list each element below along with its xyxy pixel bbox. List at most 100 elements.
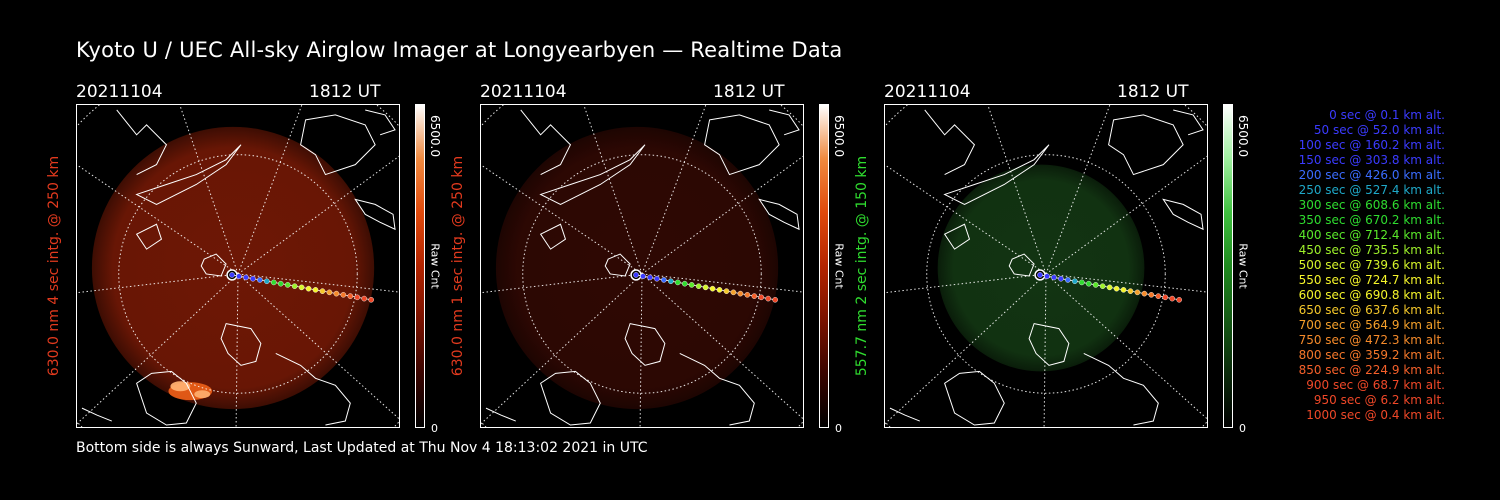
legend-entry: 800 sec @ 359.2 km alt.: [1298, 348, 1445, 362]
trajectory-point: [1065, 277, 1071, 283]
legend-entry: 500 sec @ 739.6 km alt.: [1298, 258, 1445, 272]
panel-map-frame: [480, 104, 804, 428]
trajectory-point: [1051, 274, 1057, 281]
legend-entry: 700 sec @ 564.9 km alt.: [1298, 318, 1445, 332]
trajectory-point: [270, 279, 277, 286]
trajectory-point: [695, 283, 702, 289]
trajectory-point: [654, 275, 660, 282]
trajectory-point: [257, 277, 263, 283]
trajectory-point: [354, 294, 361, 301]
trajectory-point: [1127, 288, 1134, 294]
legend-entry: 550 sec @ 724.7 km alt.: [1298, 273, 1445, 287]
trajectory-point: [716, 287, 723, 293]
trajectory-point: [1044, 273, 1050, 280]
trajectory-point: [1113, 285, 1120, 292]
panel-wavelength-label: 630.0 nm 1 sec intg. @ 250 km: [450, 155, 466, 377]
trajectory-point: [250, 275, 256, 282]
trajectory-point: [1078, 279, 1085, 286]
trajectory-point: [361, 295, 367, 302]
trajectory-point: [291, 283, 298, 289]
panel-time: 1812 UT: [1117, 82, 1189, 102]
trajectory-point: [737, 290, 744, 297]
trajectory-point: [674, 279, 681, 286]
trajectory-point: [1134, 289, 1141, 296]
trajectory-point: [243, 274, 249, 281]
colorbar-max-label: 6500.0: [1236, 115, 1250, 157]
legend-entry: 650 sec @ 637.6 km alt.: [1298, 303, 1445, 317]
allsky-map: [481, 105, 803, 427]
trajectory-point: [236, 273, 242, 280]
trajectory-point: [723, 288, 730, 294]
legend-entry: 300 sec @ 608.6 km alt.: [1298, 198, 1445, 212]
allsky-image: [91, 126, 375, 410]
page-title: Kyoto U / UEC All-sky Airglow Imager at …: [76, 38, 843, 62]
allsky-map: [885, 105, 1207, 427]
panel-map-frame: [884, 104, 1208, 428]
trajectory-point: [1162, 294, 1169, 301]
legend-entry: 0 sec @ 0.1 km alt.: [1329, 108, 1445, 122]
trajectory-point: [661, 277, 667, 283]
legend-entry: 600 sec @ 690.8 km alt.: [1298, 288, 1445, 302]
colorbar: [1223, 104, 1233, 428]
trajectory-point: [1176, 297, 1182, 303]
trajectory-point: [1120, 287, 1127, 293]
trajectory-legend: 0 sec @ 0.1 km alt. 50 sec @ 52.0 km alt.…: [1260, 108, 1445, 423]
imager-panel: 20211104 1812 UT 557.7 nm 2 sec intg. @ …: [854, 80, 1284, 435]
legend-entry: 50 sec @ 52.0 km alt.: [1313, 123, 1445, 137]
colorbar-unit-label: Raw Cnt: [428, 243, 442, 289]
colorbar-unit-label: Raw Cnt: [832, 243, 846, 289]
trajectory-point: [1037, 272, 1043, 278]
trajectory-point: [668, 278, 674, 284]
panel-time: 1812 UT: [309, 82, 381, 102]
legend-entry: 200 sec @ 426.0 km alt.: [1298, 168, 1445, 182]
trajectory-point: [1072, 278, 1078, 284]
legend-entry: 850 sec @ 224.9 km alt.: [1298, 363, 1445, 377]
trajectory-point: [1092, 282, 1099, 288]
trajectory-point: [688, 282, 695, 288]
legend-entry: 350 sec @ 670.2 km alt.: [1298, 213, 1445, 227]
colorbar-max-label: 6500.0: [832, 115, 846, 157]
trajectory-point: [1141, 290, 1148, 297]
panel-time: 1812 UT: [713, 82, 785, 102]
trajectory-point: [758, 294, 765, 301]
trajectory-point: [340, 292, 347, 298]
trajectory-point: [647, 274, 653, 281]
trajectory-point: [298, 284, 305, 291]
trajectory-point: [229, 272, 235, 278]
colorbar: [415, 104, 425, 428]
footer-note: Bottom side is always Sunward, Last Upda…: [76, 440, 648, 456]
trajectory-point: [709, 285, 716, 292]
panel-wavelength-label: 557.7 nm 2 sec intg. @ 150 km: [854, 155, 870, 377]
trajectory-point: [1169, 295, 1175, 302]
trajectory-point: [633, 272, 639, 278]
colorbar-max-label: 6500.0: [428, 115, 442, 157]
trajectory-point: [264, 278, 270, 284]
legend-entry: 450 sec @ 735.5 km alt.: [1298, 243, 1445, 257]
allsky-image: [937, 164, 1145, 372]
trajectory-point: [640, 273, 646, 280]
trajectory-point: [702, 284, 709, 291]
legend-entry: 750 sec @ 472.3 km alt.: [1298, 333, 1445, 347]
legend-entry: 250 sec @ 527.4 km alt.: [1298, 183, 1445, 197]
trajectory-point: [1106, 284, 1113, 291]
trajectory-point: [1058, 275, 1064, 282]
trajectory-point: [319, 288, 326, 294]
panel-map-frame: [76, 104, 400, 428]
trajectory-point: [347, 293, 354, 299]
legend-entry: 100 sec @ 160.2 km alt.: [1298, 138, 1445, 152]
trajectory-point: [765, 295, 771, 302]
trajectory-point: [368, 297, 374, 303]
panel-date: 20211104: [76, 82, 163, 102]
trajectory-point: [772, 297, 778, 303]
colorbar-min-label: 0: [835, 422, 842, 435]
legend-entry: 1000 sec @ 0.4 km alt.: [1306, 408, 1445, 422]
panel-date: 20211104: [480, 82, 567, 102]
colorbar-min-label: 0: [431, 422, 438, 435]
trajectory-point: [1155, 293, 1162, 299]
allsky-map: [77, 105, 399, 427]
imager-panel: 20211104 1812 UT 630.0 nm 4 sec intg. @ …: [46, 80, 476, 435]
imager-panel: 20211104 1812 UT 630.0 nm 1 sec intg. @ …: [450, 80, 880, 435]
trajectory-point: [681, 280, 688, 287]
trajectory-point: [1085, 280, 1092, 287]
trajectory-point: [326, 289, 333, 296]
